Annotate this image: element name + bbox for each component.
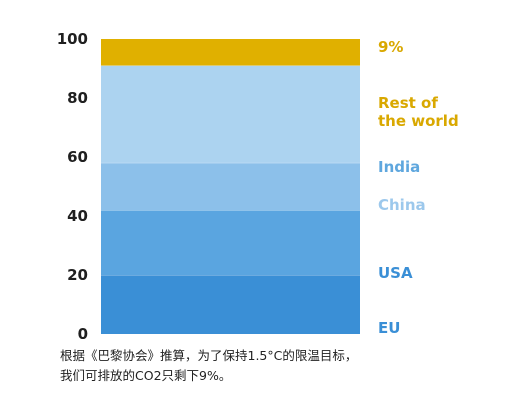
segment-label-rest-of-the-world: the world xyxy=(378,112,459,130)
segment-label-india: India xyxy=(378,158,420,176)
segment-label-eu: EU xyxy=(378,319,400,337)
segment-label-usa: USA xyxy=(378,264,413,282)
bars-group xyxy=(101,39,360,334)
y-axis-ticks: 0 20 40 60 80 100 xyxy=(57,30,88,343)
y-tick-label: 20 xyxy=(67,266,88,284)
bar-segment-china xyxy=(101,162,360,211)
segment-label-rest-of-the-world: Rest of xyxy=(378,94,438,112)
remaining-percent-label: 9% xyxy=(378,38,403,56)
caption-line-1: 根据《巴黎协会》推算，为了保持1.5°C的限温目标， xyxy=(60,348,358,363)
y-tick-label: 100 xyxy=(57,30,88,48)
bar-segment-india xyxy=(101,65,360,163)
bar-segment-rest-of-the-world xyxy=(101,39,360,66)
segment-label-china: China xyxy=(378,196,426,214)
y-tick-label: 40 xyxy=(67,207,88,225)
y-tick-label: 60 xyxy=(67,148,88,166)
chart-caption: 根据《巴黎协会》推算，为了保持1.5°C的限温目标， 我们可排放的CO2只剩下9… xyxy=(60,346,490,386)
bar-segment-usa xyxy=(101,210,360,275)
y-tick-label: 80 xyxy=(67,89,88,107)
caption-line-2: 我们可排放的CO2只剩下9%。 xyxy=(60,368,232,383)
bar-segment-eu xyxy=(101,275,360,334)
y-tick-label: 0 xyxy=(78,325,88,343)
